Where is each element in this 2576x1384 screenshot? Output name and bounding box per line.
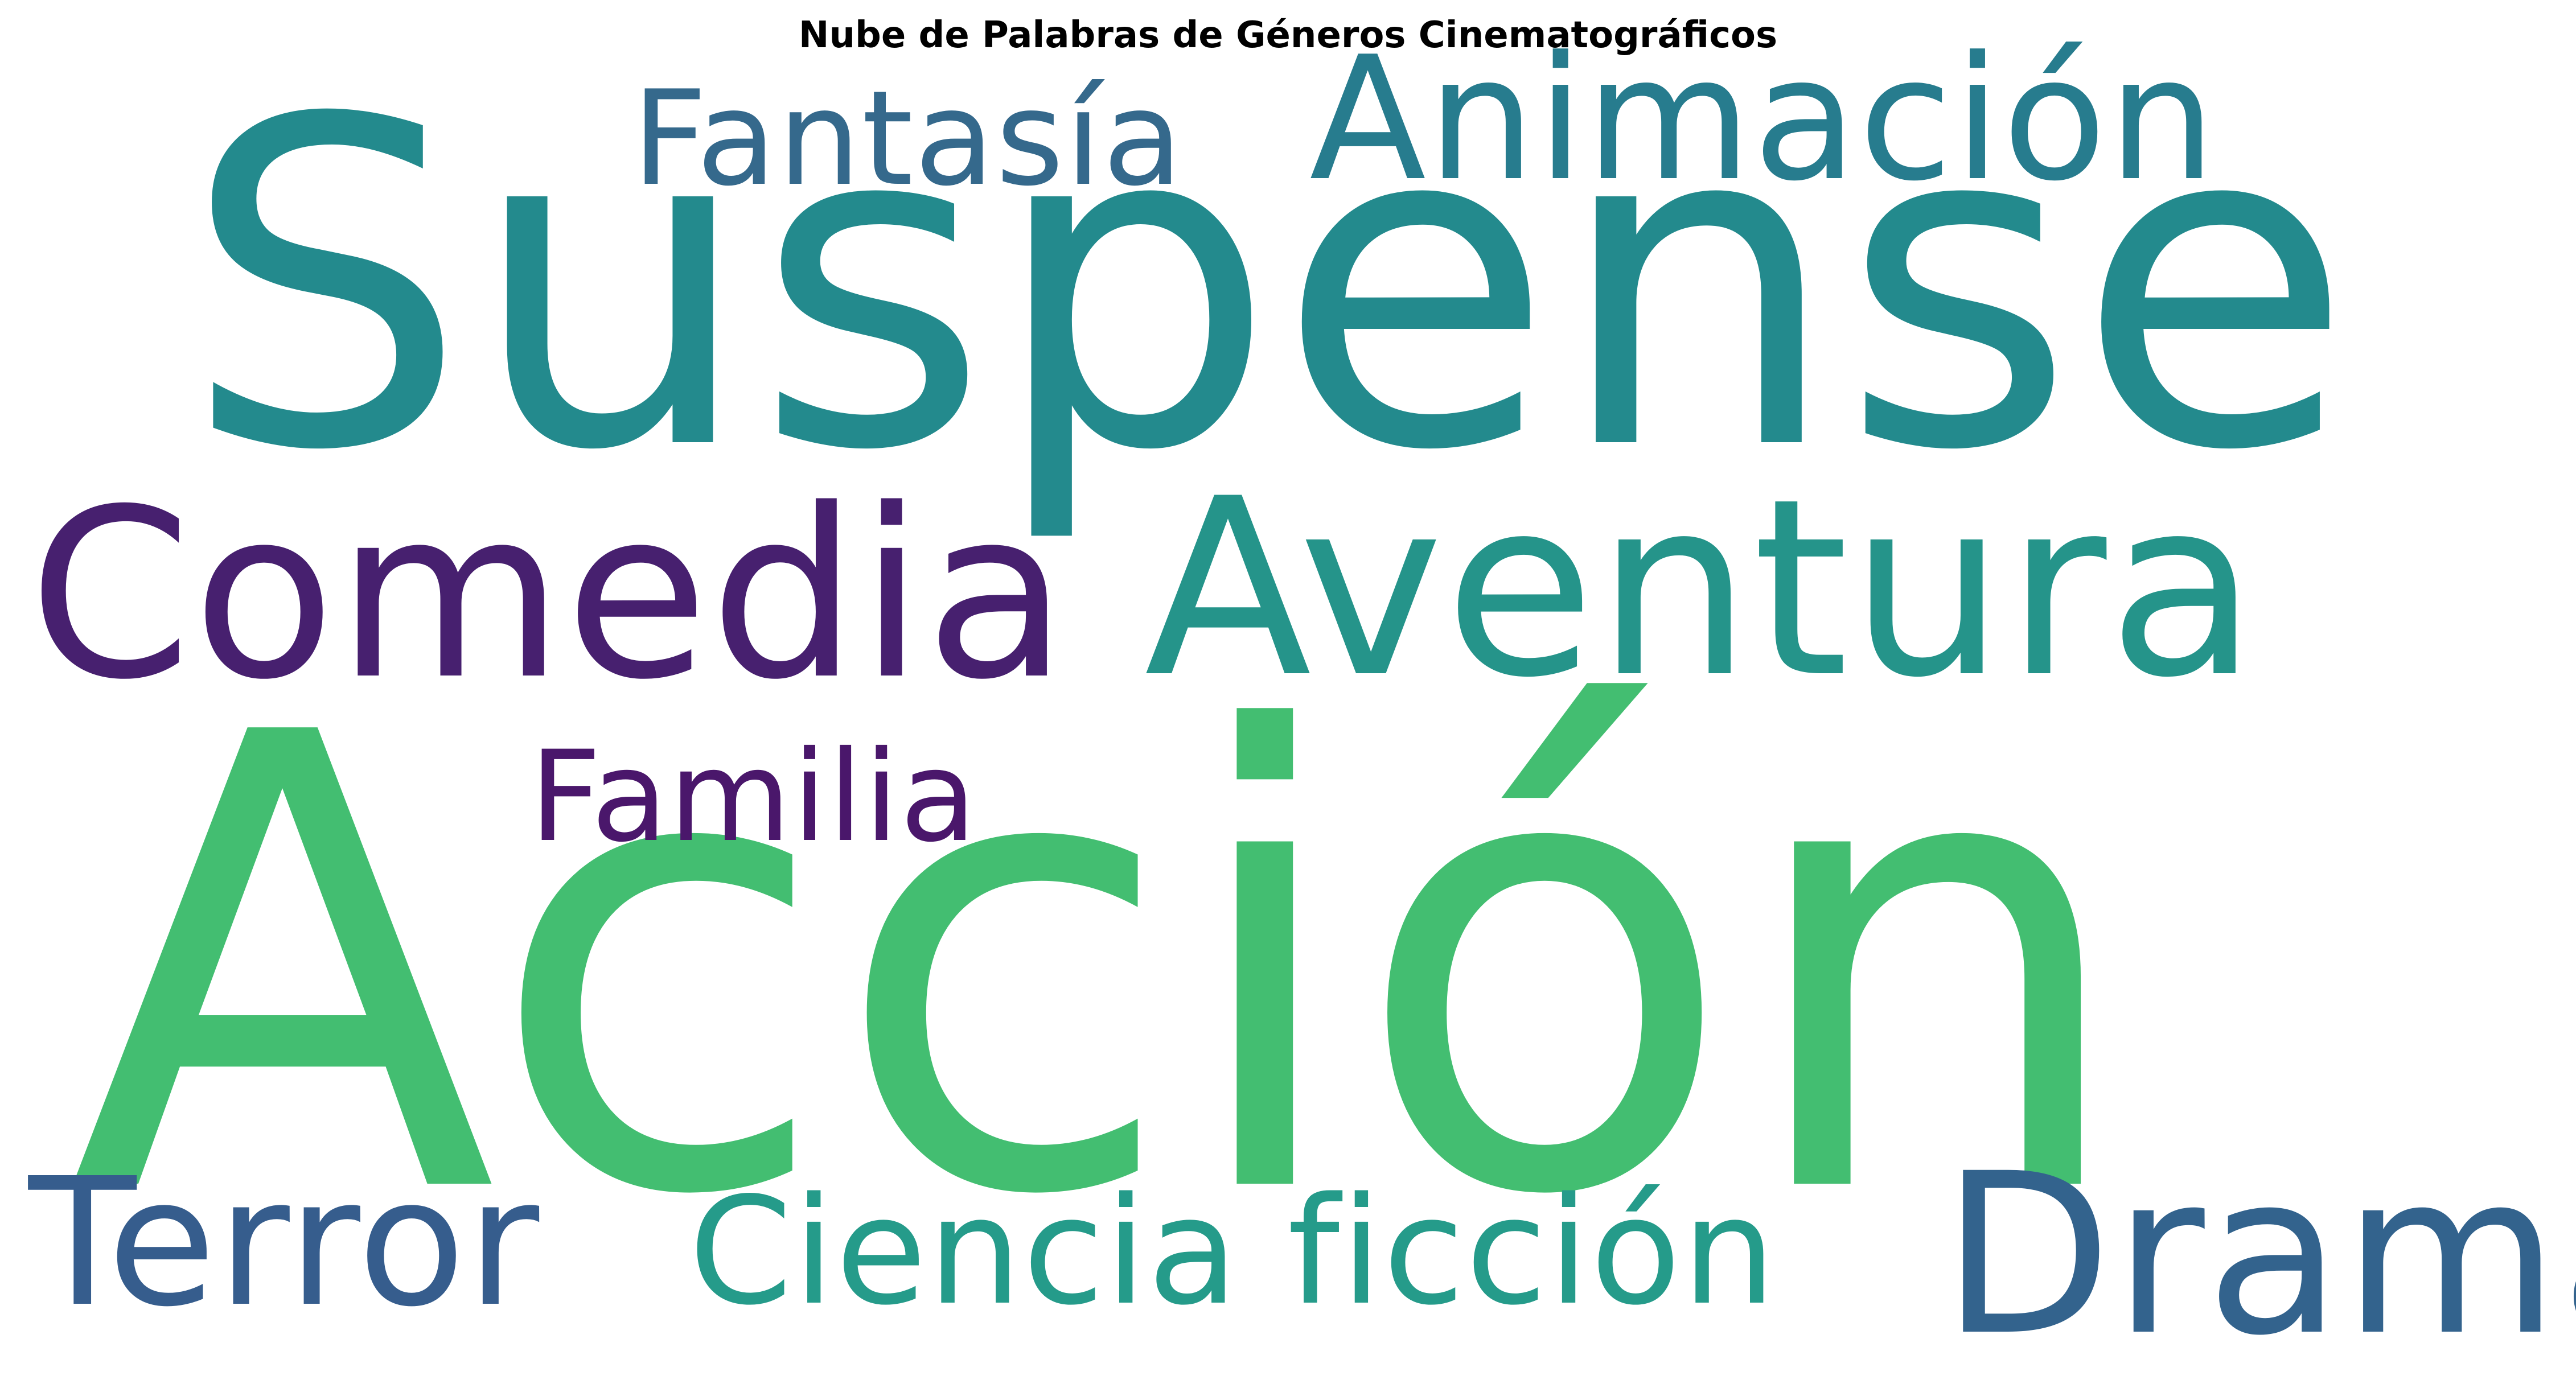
word-familia: Familia [529,724,978,870]
word-accion: Acción [68,603,2135,1332]
word-fantasia: Fantasía [632,63,1184,215]
word-drama: Drama [1941,1126,2576,1384]
word-cloud: Suspense Acción Aventura Comedia Animaci… [28,20,2576,1366]
chart-title: Nube de Palabras de Géneros Cinematográf… [798,14,1778,56]
word-suspense: Suspense [182,26,2355,549]
word-ciencia-ficcion: Ciencia ficción [689,1166,1777,1338]
word-animacion: Animación [1309,20,2217,219]
word-terror: Terror [28,1140,541,1346]
word-comedia: Comedia [28,459,1070,731]
word-aventura: Aventura [1144,447,2259,731]
